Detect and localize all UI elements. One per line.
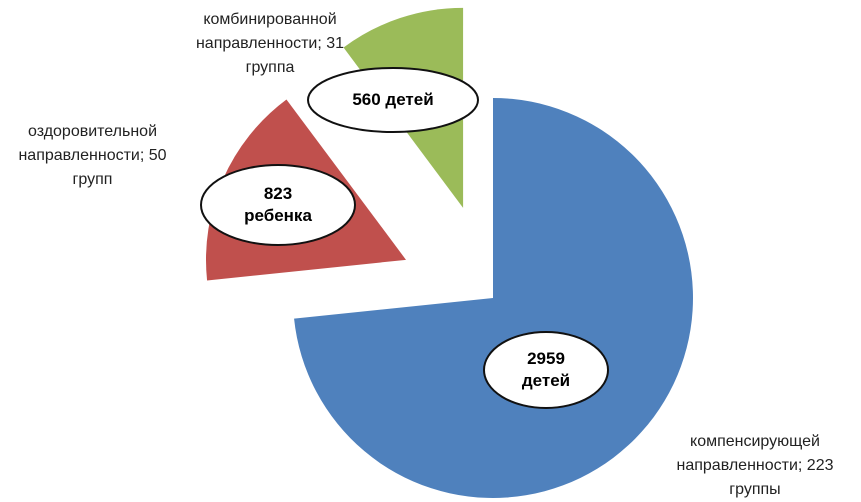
annotation-box: 560 детей <box>352 90 434 109</box>
slice-label: комбинированной направленности; 31 групп… <box>195 11 345 76</box>
slice-label: оздоровительной направленности; 50 групп <box>18 123 167 188</box>
annotation-box: 823 ребенка <box>244 184 312 225</box>
slice-label: компенсирующей направленности; 223 групп… <box>676 433 834 498</box>
annotation: 2959 детей <box>521 349 571 390</box>
annotation-bubble <box>307 67 479 133</box>
annotation-bubble <box>200 164 356 246</box>
annotation-box: 2959 детей <box>521 349 571 390</box>
annotation: 823 ребенка <box>244 184 312 225</box>
annotation-bubble <box>483 331 609 409</box>
annotation: 560 детей <box>352 90 434 109</box>
pie-slice <box>294 98 694 498</box>
